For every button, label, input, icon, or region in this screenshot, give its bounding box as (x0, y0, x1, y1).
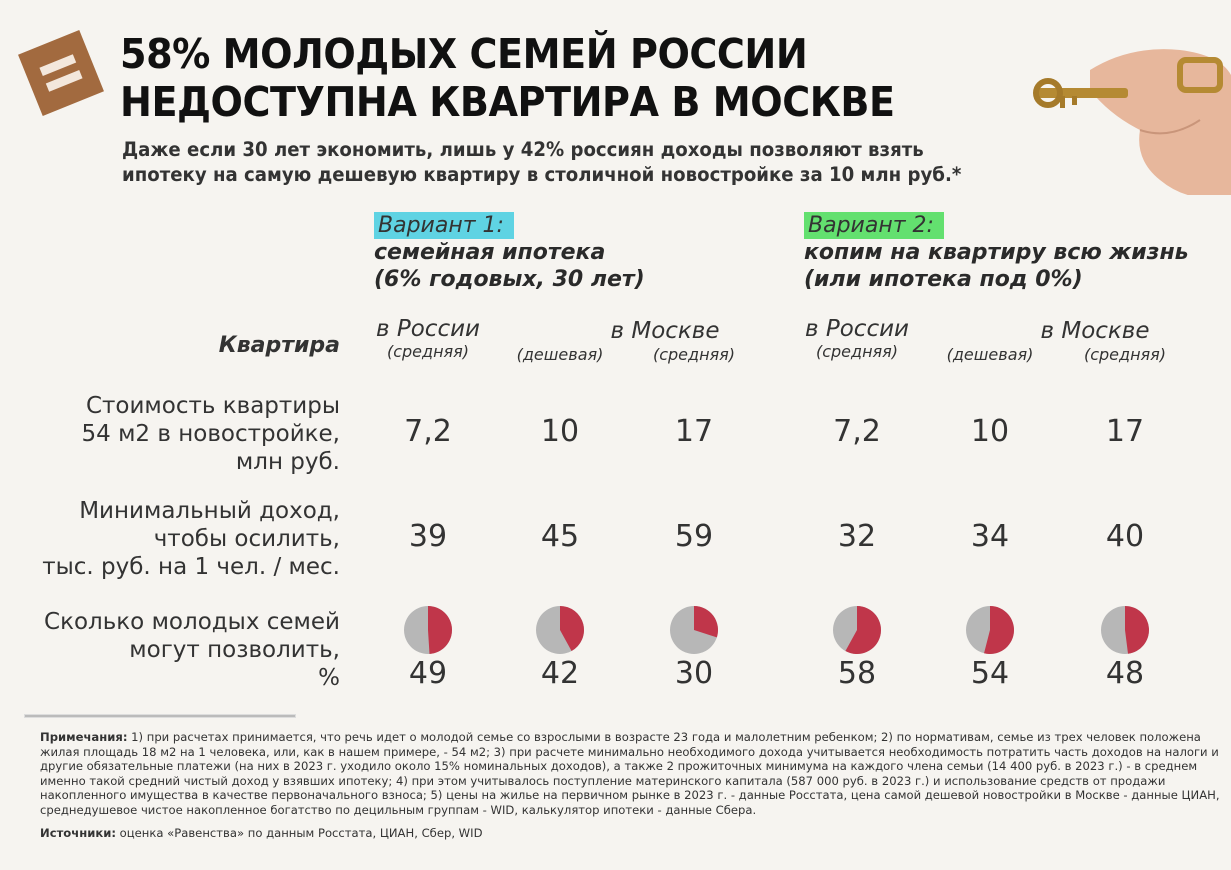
variant-1-header: Вариант 1: семейная ипотека (6% годовых, … (374, 212, 645, 292)
row-label-price: Стоимость квартиры 54 м2 в новостройке, мл… (81, 393, 341, 475)
pie-share-slice (694, 606, 718, 638)
row-label-income: Минимальный доход, чтобы осилить, тыс. руб… (42, 498, 340, 580)
column-header: (средняя) (652, 345, 736, 364)
equals-logo-icon (18, 30, 104, 116)
pie-chart (1101, 606, 1149, 654)
pie-chart (670, 606, 718, 654)
variant-2-header: Вариант 2: копим на квартиру всю жизнь (и… (804, 212, 1189, 292)
column-header: в Москве (1040, 318, 1150, 344)
column-header: (дешевая) (946, 345, 1034, 364)
pie-share-slice (1125, 606, 1149, 654)
column-header: (дешевая) (516, 345, 604, 364)
notes: Примечания: 1) при расчетах принимается,… (40, 730, 1220, 840)
table-cell-value: 40 (1105, 519, 1145, 554)
table-cell-value: 7,2 (833, 414, 881, 449)
table-cell-value: 7,2 (404, 414, 452, 449)
pie-share-slice (984, 606, 1014, 654)
table-cell-value: 58 (837, 656, 877, 691)
page-title: 58% МОЛОДЫХ СЕМЕЙ РОССИИ НЕДОСТУПНА КВАРТ… (120, 30, 895, 126)
pie-share-slice (428, 606, 452, 654)
table-cell-value: 39 (408, 519, 448, 554)
table-cell-value: 10 (970, 414, 1010, 449)
column-header: в России (средняя) (376, 316, 480, 361)
column-header: в Москве (610, 318, 720, 344)
pie-share-slice (560, 606, 584, 652)
corner-label: Квартира (218, 333, 340, 358)
table-cell-value: 17 (1105, 414, 1145, 449)
table-cell-value: 34 (970, 519, 1010, 554)
subtitle: Даже если 30 лет экономить, лишь у 42% р… (122, 138, 962, 186)
pie-chart (966, 606, 1014, 654)
pie-chart (404, 606, 452, 654)
column-header: (средняя) (1083, 345, 1167, 364)
table-cell-value: 45 (540, 519, 580, 554)
table-cell-value: 17 (674, 414, 714, 449)
table-cell-value: 32 (837, 519, 877, 554)
pie-chart (833, 606, 881, 654)
table-cell-value: 49 (408, 656, 448, 691)
table-cell-value: 42 (540, 656, 580, 691)
hand-with-key-icon (1033, 49, 1231, 195)
table-cell-value: 10 (540, 414, 580, 449)
table-cell-value: 54 (970, 656, 1010, 691)
column-header: в России (средняя) (805, 316, 909, 361)
pie-chart (536, 606, 584, 654)
table-cell-value: 59 (674, 519, 714, 554)
table-cell-value: 48 (1105, 656, 1145, 691)
row-label-share: Сколько молодых семей могут позволить,% (44, 609, 340, 691)
pie-share-slice (845, 606, 881, 654)
divider (24, 714, 296, 718)
table-cell-value: 30 (674, 656, 714, 691)
